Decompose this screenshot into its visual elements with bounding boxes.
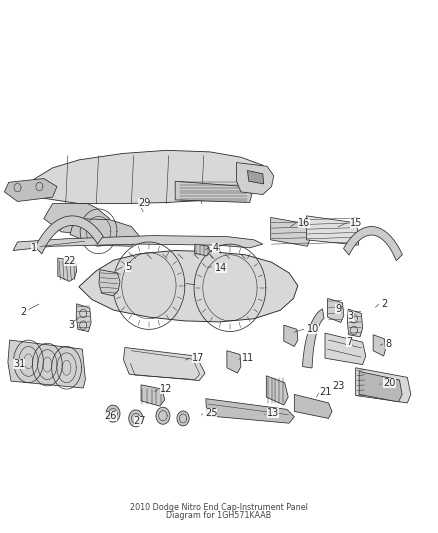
Polygon shape bbox=[175, 181, 252, 203]
Polygon shape bbox=[325, 333, 366, 365]
Polygon shape bbox=[373, 335, 385, 356]
Text: 7: 7 bbox=[346, 337, 352, 347]
Text: 31: 31 bbox=[13, 359, 25, 368]
Polygon shape bbox=[359, 372, 402, 402]
Text: 12: 12 bbox=[160, 384, 172, 394]
Text: 27: 27 bbox=[134, 416, 146, 426]
Text: 13: 13 bbox=[267, 408, 279, 418]
Polygon shape bbox=[303, 309, 324, 368]
Text: 10: 10 bbox=[307, 325, 319, 334]
Polygon shape bbox=[206, 399, 294, 423]
Text: Diagram for 1GH571KAAB: Diagram for 1GH571KAAB bbox=[166, 511, 272, 520]
Text: 17: 17 bbox=[192, 353, 204, 363]
Polygon shape bbox=[343, 227, 403, 261]
Polygon shape bbox=[58, 258, 77, 281]
Text: 5: 5 bbox=[125, 262, 131, 271]
Text: 14: 14 bbox=[215, 263, 227, 272]
Polygon shape bbox=[227, 351, 241, 373]
Polygon shape bbox=[141, 385, 165, 406]
Text: 26: 26 bbox=[104, 411, 117, 421]
Polygon shape bbox=[4, 179, 57, 201]
Text: 15: 15 bbox=[350, 218, 362, 228]
Polygon shape bbox=[106, 405, 120, 422]
Polygon shape bbox=[266, 376, 288, 405]
Polygon shape bbox=[194, 244, 210, 256]
Text: 3: 3 bbox=[348, 311, 354, 320]
Text: 11: 11 bbox=[242, 353, 254, 363]
Polygon shape bbox=[79, 251, 298, 322]
Text: 4: 4 bbox=[212, 243, 219, 253]
Polygon shape bbox=[70, 219, 140, 246]
Polygon shape bbox=[271, 217, 310, 246]
Text: 2: 2 bbox=[381, 299, 387, 309]
Polygon shape bbox=[8, 340, 85, 388]
Polygon shape bbox=[124, 348, 205, 381]
Polygon shape bbox=[76, 304, 91, 332]
Text: 2: 2 bbox=[20, 307, 26, 317]
Text: 22: 22 bbox=[64, 256, 76, 266]
Polygon shape bbox=[294, 394, 332, 418]
Polygon shape bbox=[177, 411, 189, 426]
Text: 16: 16 bbox=[298, 218, 310, 228]
Text: 3: 3 bbox=[68, 320, 74, 330]
Polygon shape bbox=[307, 216, 359, 245]
Text: 20: 20 bbox=[383, 378, 396, 387]
Polygon shape bbox=[156, 407, 170, 424]
Polygon shape bbox=[347, 309, 363, 337]
Polygon shape bbox=[99, 270, 120, 296]
Polygon shape bbox=[13, 236, 263, 251]
Polygon shape bbox=[129, 410, 143, 427]
Text: 23: 23 bbox=[332, 382, 344, 391]
Text: 9: 9 bbox=[335, 304, 341, 314]
Text: 1: 1 bbox=[31, 243, 37, 253]
Polygon shape bbox=[237, 163, 274, 195]
Polygon shape bbox=[22, 150, 272, 204]
Text: 25: 25 bbox=[205, 408, 218, 418]
Polygon shape bbox=[356, 368, 411, 403]
Text: 21: 21 bbox=[320, 387, 332, 397]
Polygon shape bbox=[328, 298, 344, 322]
Polygon shape bbox=[44, 204, 110, 235]
Text: 8: 8 bbox=[385, 339, 392, 349]
Polygon shape bbox=[284, 325, 298, 346]
Text: 29: 29 bbox=[138, 198, 150, 207]
Text: 2010 Dodge Nitro End Cap-Instrument Panel: 2010 Dodge Nitro End Cap-Instrument Pane… bbox=[130, 503, 308, 512]
Polygon shape bbox=[247, 171, 264, 184]
Polygon shape bbox=[35, 216, 103, 254]
